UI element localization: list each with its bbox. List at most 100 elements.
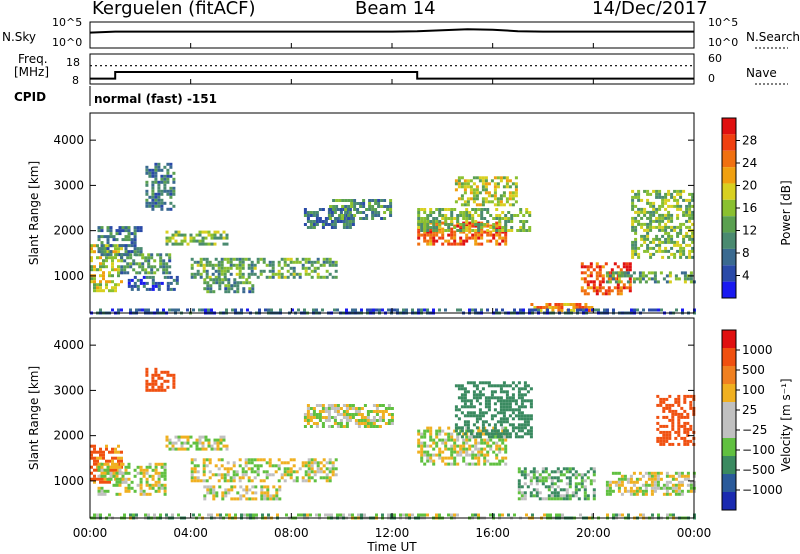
heatmap-cell bbox=[547, 485, 551, 489]
heatmap-cell bbox=[429, 208, 433, 211]
heatmap-cell bbox=[169, 195, 173, 199]
heatmap-cell bbox=[318, 410, 322, 413]
heatmap-cell bbox=[579, 308, 582, 312]
heatmap-cell bbox=[229, 257, 233, 261]
heatmap-cell bbox=[202, 461, 206, 465]
heatmap-cell bbox=[505, 435, 509, 439]
heatmap-cell bbox=[148, 287, 152, 291]
heatmap-cell bbox=[351, 404, 355, 407]
heatmap-cell bbox=[662, 486, 666, 490]
heatmap-cell bbox=[463, 387, 467, 391]
heatmap-cell bbox=[193, 467, 197, 471]
heatmap-cell bbox=[432, 223, 436, 226]
heatmap-cell bbox=[456, 221, 460, 225]
heatmap-cell bbox=[321, 407, 325, 410]
heatmap-cell bbox=[472, 200, 476, 204]
heatmap-cell bbox=[499, 402, 503, 406]
heatmap-cell bbox=[105, 447, 108, 451]
heatmap-cell bbox=[244, 461, 248, 465]
heatmap-cell bbox=[371, 199, 375, 202]
heatmap-cell bbox=[478, 417, 482, 421]
heatmap-cell bbox=[686, 433, 690, 437]
heatmap-cell bbox=[651, 308, 654, 312]
heatmap-cell bbox=[289, 473, 293, 477]
heatmap-cell bbox=[487, 200, 491, 204]
heatmap-cell bbox=[163, 477, 167, 481]
heatmap-cell bbox=[529, 414, 533, 418]
heatmap-cell bbox=[456, 220, 460, 223]
heatmap-cell bbox=[459, 230, 463, 234]
heatmap-cell bbox=[655, 219, 659, 223]
heatmap-cell bbox=[242, 290, 246, 294]
heatmap-cell bbox=[625, 268, 629, 272]
heatmap-cell bbox=[151, 385, 155, 389]
heatmap-cell bbox=[162, 265, 166, 269]
heatmap-cell bbox=[632, 480, 636, 484]
heatmap-cell bbox=[368, 199, 372, 202]
heatmap-cell bbox=[127, 281, 131, 285]
heatmap-cell bbox=[508, 384, 512, 388]
heatmap-cell bbox=[266, 488, 270, 492]
heatmap-cell bbox=[374, 202, 378, 205]
heatmap-cell bbox=[511, 197, 515, 201]
heatmap-cell bbox=[222, 230, 226, 234]
heatmap-cell bbox=[338, 199, 342, 202]
heatmap-cell bbox=[638, 477, 642, 481]
heatmap-cell bbox=[508, 396, 512, 400]
heatmap-cell bbox=[253, 272, 257, 276]
heatmap-cell bbox=[160, 192, 164, 196]
freq-tick-top: 18 bbox=[66, 56, 80, 69]
heatmap-cell bbox=[99, 268, 102, 272]
heatmap-cell bbox=[517, 381, 521, 385]
heatmap-cell bbox=[504, 223, 508, 226]
heatmap-cell bbox=[163, 489, 167, 493]
heatmap-cell bbox=[96, 456, 99, 460]
heatmap-cell bbox=[275, 494, 279, 498]
heatmap-cell bbox=[468, 438, 472, 442]
colorbar-tick-label: 12 bbox=[742, 224, 757, 238]
heatmap-cell bbox=[109, 226, 113, 230]
heatmap-cell bbox=[532, 494, 536, 498]
heatmap-cell bbox=[208, 263, 212, 267]
heatmap-cell bbox=[595, 289, 599, 293]
heatmap-cell bbox=[435, 239, 439, 243]
heatmap-cell bbox=[481, 429, 485, 433]
heatmap-cell bbox=[447, 435, 451, 439]
heatmap-cell bbox=[649, 246, 653, 250]
heatmap-cell bbox=[673, 243, 677, 247]
heatmap-cell bbox=[132, 262, 136, 266]
heatmap-cell bbox=[587, 306, 591, 309]
heatmap-cell bbox=[679, 243, 683, 247]
colorbar-tick-label: 100 bbox=[742, 383, 765, 397]
heatmap-cell bbox=[342, 217, 346, 220]
heatmap-cell bbox=[168, 259, 172, 263]
heatmap-cell bbox=[118, 253, 122, 257]
heatmap-cell bbox=[154, 382, 158, 386]
heatmap-cell bbox=[441, 236, 445, 240]
heatmap-cell bbox=[608, 483, 612, 487]
heatmap-cell bbox=[493, 182, 497, 186]
heatmap-cell bbox=[222, 438, 226, 442]
heatmap-cell bbox=[556, 497, 560, 501]
heatmap-cell bbox=[209, 488, 213, 492]
heatmap-cell bbox=[634, 237, 638, 241]
heatmap-cell bbox=[354, 410, 358, 413]
heatmap-cell bbox=[677, 415, 681, 419]
heatmap-cell bbox=[658, 192, 662, 196]
heatmap-cell bbox=[133, 232, 137, 236]
heatmap-cell bbox=[345, 422, 349, 425]
heatmap-cell bbox=[248, 497, 252, 501]
heatmap-cell bbox=[662, 436, 666, 440]
heatmap-cell bbox=[387, 422, 391, 425]
heatmap-cell bbox=[486, 308, 489, 312]
heatmap-cell bbox=[157, 471, 161, 475]
heatmap-cell bbox=[157, 462, 161, 466]
heatmap-cell bbox=[620, 274, 624, 278]
heatmap-cell bbox=[456, 214, 460, 217]
heatmap-cell bbox=[117, 265, 120, 269]
heatmap-cell bbox=[631, 240, 635, 244]
heatmap-cell bbox=[202, 458, 206, 462]
heatmap-cell bbox=[592, 268, 596, 272]
heatmap-cell bbox=[667, 219, 671, 223]
heatmap-cell bbox=[441, 233, 445, 237]
